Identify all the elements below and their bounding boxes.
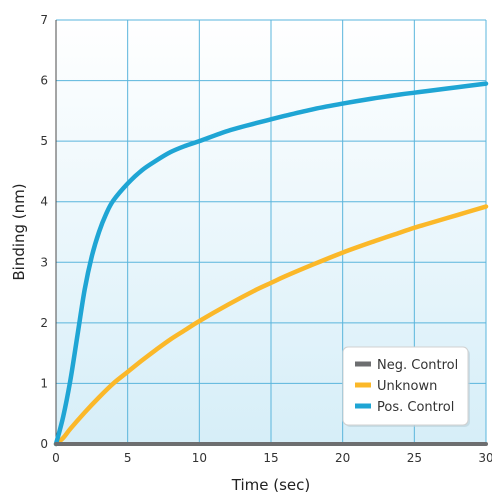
x-axis-title: Time (sec) [231,476,310,494]
legend-box [342,346,469,426]
x-tick-label: 15 [263,451,278,465]
y-tick-label: 7 [40,13,48,27]
x-tick-label: 0 [52,451,60,465]
x-tick-label: 25 [407,451,422,465]
x-tick-label: 5 [124,451,132,465]
tick-labels: 0 5 10 15 20 25 30 0 1 2 3 4 5 6 7 [40,13,492,465]
y-tick-label: 1 [40,376,48,390]
y-tick-label: 2 [40,316,48,330]
y-tick-label: 0 [40,437,48,451]
x-tick-label: 10 [192,451,207,465]
legend-label: Neg. Control [377,358,458,373]
x-tick-label: 20 [335,451,350,465]
x-tick-label: 30 [478,451,492,465]
legend-label: Pos. Control [377,400,454,415]
y-tick-label: 4 [40,195,48,209]
series-lines [53,81,489,447]
y-axis-title: Binding (nm) [10,183,28,280]
series-line-unknown [53,204,489,447]
y-tick-label: 3 [40,255,48,269]
y-tick-label: 5 [40,134,48,148]
legend-label: Unknown [377,379,437,394]
series-line-pos-control [53,81,489,447]
grid-lines [56,19,487,444]
y-tick-label: 6 [40,74,48,88]
legend: Neg. Control Unknown Pos. Control [342,346,470,427]
